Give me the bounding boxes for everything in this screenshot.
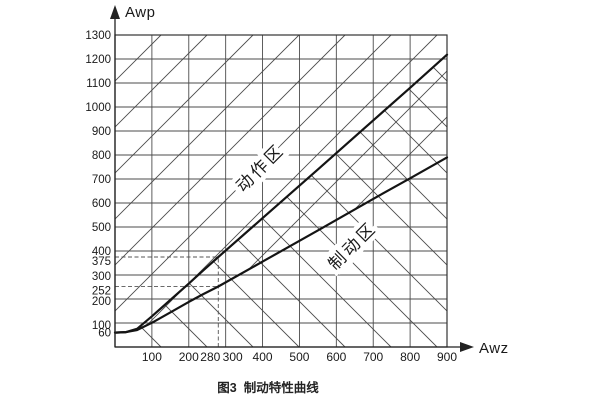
x-tick-label: 600 <box>326 350 346 364</box>
hatch-line-back <box>446 54 447 347</box>
x-tick-label: 500 <box>289 350 309 364</box>
y-tick-label: 500 <box>92 222 111 234</box>
figure-caption: 图3 制动特性曲线 <box>217 381 319 395</box>
x-tick-label: 400 <box>253 350 273 364</box>
region-label-braking-zone: 制动区 <box>325 218 381 274</box>
x-tick-label: 280 <box>200 350 220 364</box>
y-tick-label: 800 <box>92 150 111 162</box>
upper-curve-action-boundary <box>113 53 449 334</box>
y-tick-label: 375 <box>92 256 111 268</box>
dashed-guides <box>115 256 219 347</box>
hatch-line-forward <box>354 35 447 333</box>
y-tick-label: 1100 <box>86 78 111 90</box>
y-tick-label: 300 <box>92 271 111 283</box>
y-tick-label: 600 <box>92 198 111 210</box>
y-tick-label: 252 <box>92 286 111 298</box>
y-tick-label: 1300 <box>85 30 111 42</box>
hatch-line-forward <box>115 35 346 333</box>
hatch-line-back <box>115 54 300 347</box>
hatch-line-forward <box>400 35 447 333</box>
hatch-line-forward <box>115 35 162 333</box>
hatch-line-back <box>308 54 447 347</box>
hatch-line-forward <box>115 35 254 333</box>
y-tick-label: 200 <box>92 296 111 308</box>
hatch-line-back <box>115 54 162 347</box>
hatch-line-back <box>115 54 254 347</box>
y-axis-arrowhead-icon <box>110 5 120 19</box>
x-tick-label: 700 <box>363 350 383 364</box>
x-axis-arrowhead-icon <box>460 342 474 352</box>
y-tick-label: 60 <box>98 328 111 340</box>
hatch-line-forward <box>308 35 447 333</box>
y-tick-label: 700 <box>92 174 111 186</box>
y-tick-label: 400 <box>92 246 111 258</box>
x-tick-labels: 100 200 280 300 400 500 600 700 800 900 <box>142 350 457 364</box>
x-tick-label: 200 <box>179 350 199 364</box>
x-axis-label: Awz <box>479 340 509 357</box>
hatch-line-back <box>354 54 447 347</box>
lower-curve-braking-boundary <box>113 156 449 334</box>
y-tick-label: 900 <box>92 126 111 138</box>
region-label-action-zone: 动作区 <box>233 140 289 196</box>
axes <box>114 17 462 348</box>
y-tick-label: 1000 <box>85 102 111 114</box>
hatch-line-forward <box>115 35 300 333</box>
x-tick-label: 100 <box>142 350 162 364</box>
hatch-line-back <box>262 54 447 347</box>
hatch-line-forward <box>115 35 208 333</box>
y-axis-label: Awp <box>125 4 156 21</box>
hatch-line-forward <box>446 35 447 333</box>
hatch-line-forward <box>0 35 69 347</box>
y-tick-label: 1200 <box>85 54 111 66</box>
x-tick-label: 900 <box>437 350 457 364</box>
y-tick-label: 100 <box>92 320 111 332</box>
hatch-line-back <box>400 54 447 347</box>
x-tick-label: 800 <box>400 350 420 364</box>
hatch-line-back <box>0 35 69 347</box>
x-tick-label: 300 <box>223 350 243 364</box>
hatch-line-forward <box>115 35 392 333</box>
